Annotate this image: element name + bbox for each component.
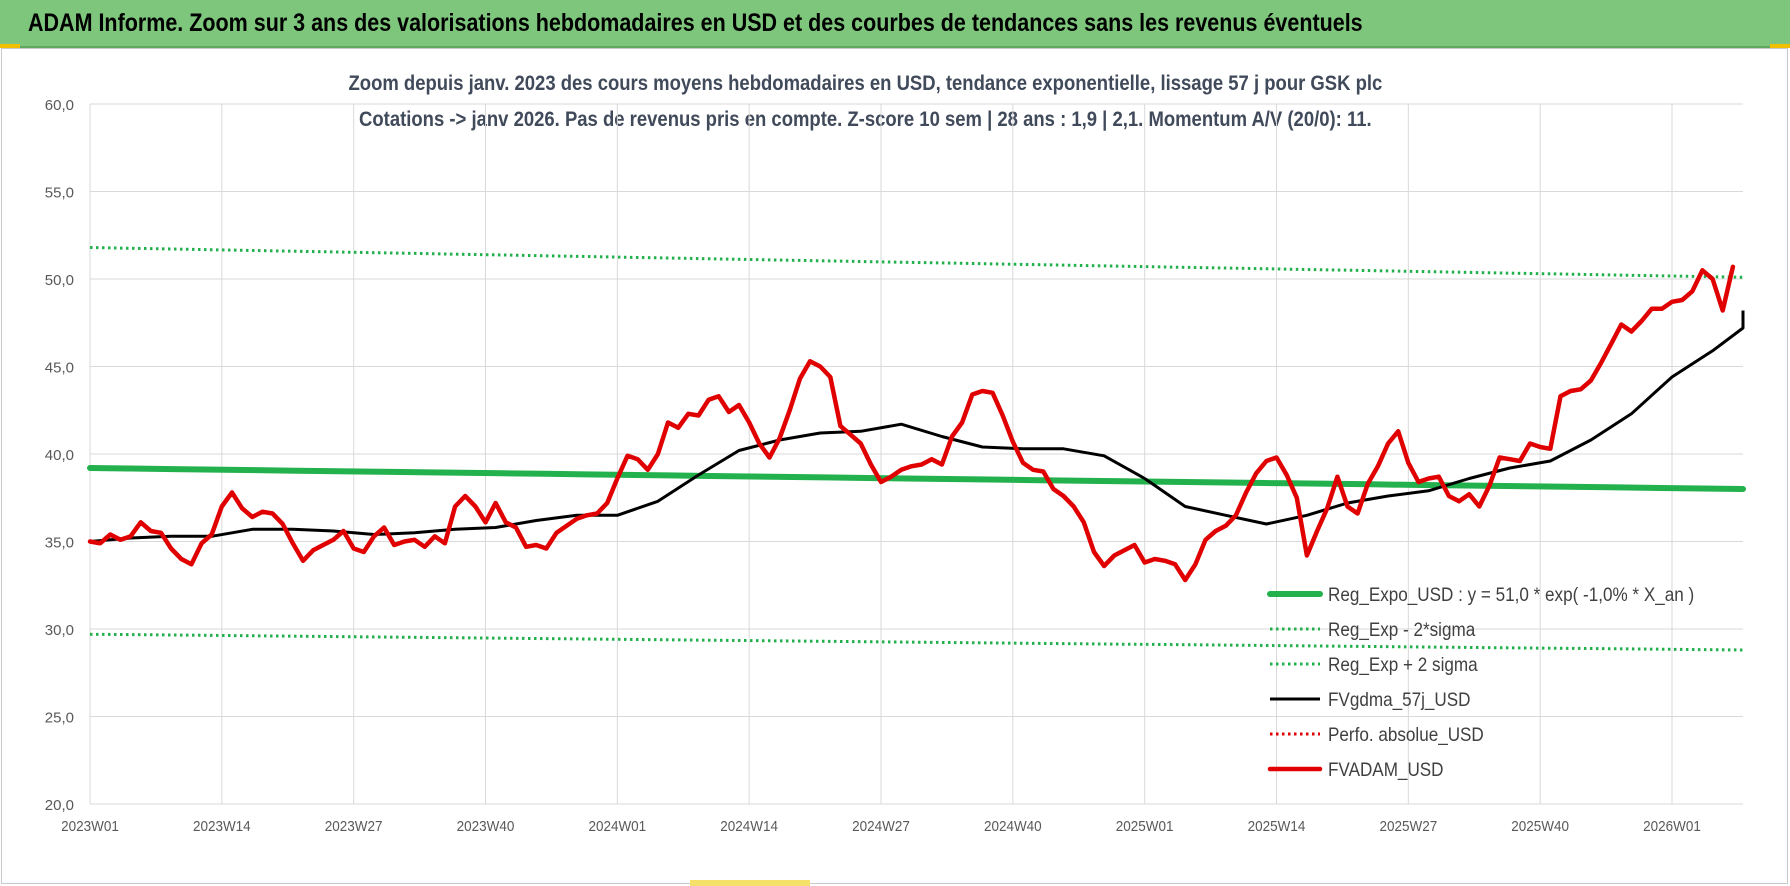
series-fvgdma-57j <box>89 310 1745 543</box>
series-reg-plus-2sigma <box>89 246 1744 279</box>
y-tick-label: 35,0 <box>45 535 74 552</box>
legend-label: Reg_Exp - 2*sigma <box>1328 619 1476 641</box>
series-fvadam <box>87 264 1736 583</box>
legend-label: Perfo. absolue_USD <box>1328 724 1484 746</box>
legend-label: FVgdma_57j_USD <box>1328 689 1470 711</box>
y-tick-label: 50,0 <box>45 272 74 289</box>
y-tick-label: 25,0 <box>45 710 74 727</box>
banner-title: ADAM Informe. Zoom sur 3 ans des valoris… <box>28 9 1363 37</box>
x-tick-label: 2023W14 <box>193 818 251 835</box>
y-tick-label: 40,0 <box>45 447 74 464</box>
legend-label: Reg_Expo_USD : y = 51,0 * exp( -1,0% * X… <box>1328 584 1694 606</box>
x-tick-label: 2023W27 <box>325 818 383 835</box>
x-tick-label: 2025W14 <box>1248 818 1306 835</box>
chart-title-line-1: Zoom depuis janv. 2023 des cours moyens … <box>348 72 1382 95</box>
y-tick-label: 55,0 <box>45 185 74 202</box>
x-tick-label: 2025W27 <box>1379 818 1437 835</box>
x-tick-label: 2025W40 <box>1511 818 1569 835</box>
corner-accent-right <box>1770 44 1790 48</box>
legend-label: FVADAM_USD <box>1328 759 1444 781</box>
x-tick-label: 2026W01 <box>1643 818 1701 835</box>
series-reg-minus-2sigma <box>89 632 1744 652</box>
x-tick-label: 2024W40 <box>984 818 1042 835</box>
legend-label: Reg_Exp + 2 sigma <box>1328 654 1479 676</box>
corner-accent-left <box>0 44 20 48</box>
x-tick-label: 2023W40 <box>457 818 515 835</box>
x-tick-label: 2024W14 <box>720 818 778 835</box>
y-tick-label: 60,0 <box>45 97 74 114</box>
header-banner: ADAM Informe. Zoom sur 3 ans des valoris… <box>0 0 1790 48</box>
x-tick-label: 2024W27 <box>852 818 910 835</box>
y-tick-label: 45,0 <box>45 360 74 377</box>
x-tick-label: 2023W01 <box>61 818 119 835</box>
chart-frame <box>1 48 1788 884</box>
x-tick-label: 2024W01 <box>588 818 646 835</box>
bottom-accent <box>690 880 810 886</box>
x-tick-label: 2025W01 <box>1116 818 1174 835</box>
chart-title-line-2: Cotations -> janv 2026. Pas de revenus p… <box>358 108 1372 131</box>
series-reg-expo <box>87 465 1746 492</box>
y-tick-label: 20,0 <box>45 797 74 814</box>
y-tick-label: 30,0 <box>45 622 74 639</box>
